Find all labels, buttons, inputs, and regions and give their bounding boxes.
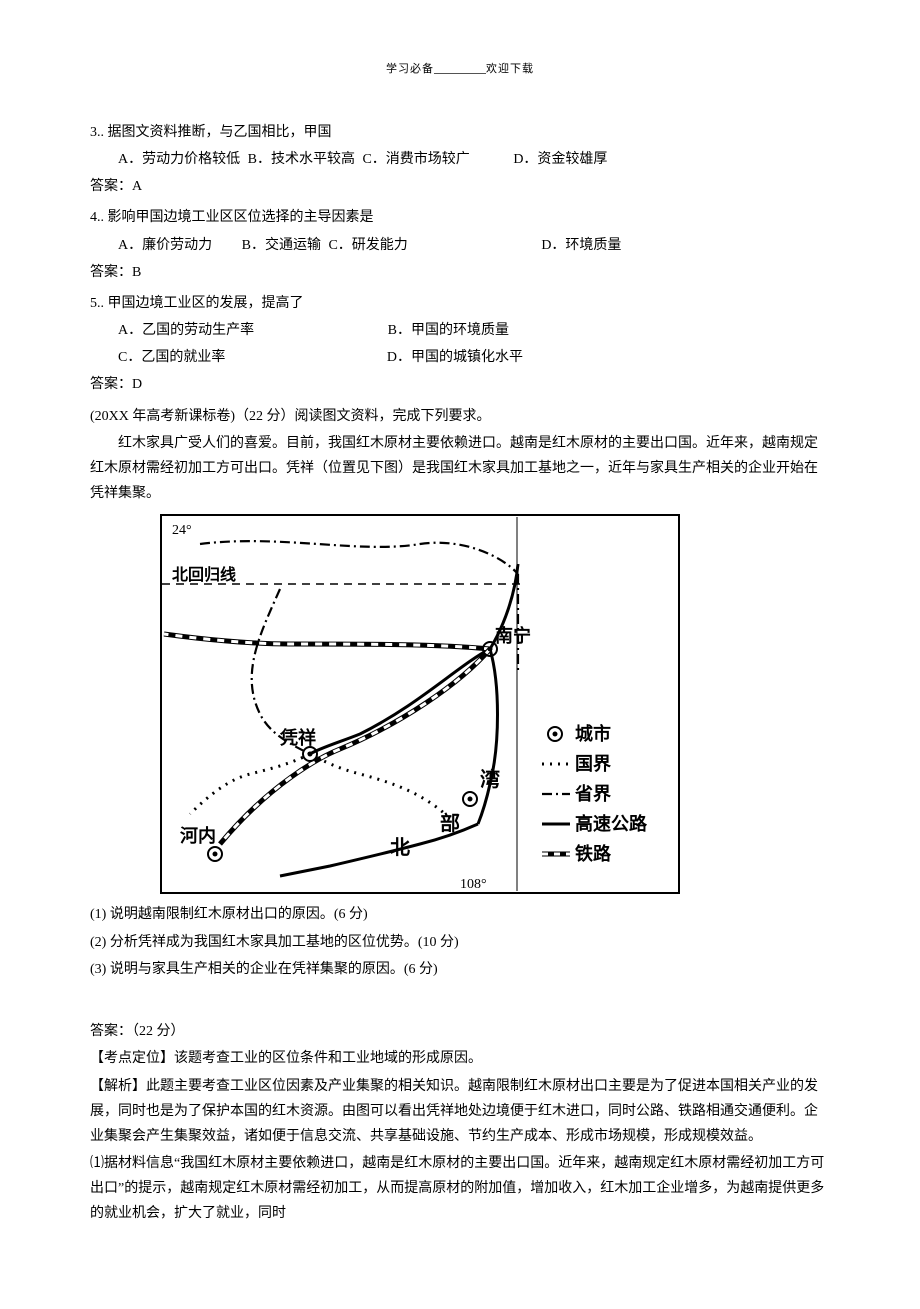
legend-border: 国界	[575, 754, 611, 774]
passage-p1: 红木家具广受人们的喜爱。目前，我国红木原材主要依赖进口。越南是红木原材的主要出口…	[90, 431, 830, 507]
lon-label: 108°	[460, 877, 487, 892]
header-underline: ________	[434, 63, 486, 75]
q3-B: B．技术水平较高	[248, 152, 355, 167]
subq-2: (2) 分析凭祥成为我国红木家具加工基地的区位优势。(10 分)	[90, 930, 830, 955]
lat-label: 24°	[172, 523, 192, 538]
legend-highway: 高速公路	[575, 813, 648, 834]
q4-C: C．研发能力	[328, 238, 407, 253]
q3-answer: 答案：A	[90, 174, 830, 199]
q3-stem: 3.. 据图文资料推断，与乙国相比，甲国	[90, 120, 830, 145]
answer-title: 答案：（22 分）	[90, 1019, 830, 1044]
subq-1: (1) 说明越南限制红木原材出口的原因。(6 分)	[90, 902, 830, 927]
subq-3: (3) 说明与家具生产相关的企业在凭祥集聚的原因。(6 分)	[90, 957, 830, 982]
q4-answer: 答案：B	[90, 260, 830, 285]
q3-D: D．资金较雄厚	[513, 152, 607, 167]
q3-options-row1: A．劳动力价格较低 B．技术水平较高 C．消费市场较广 D．资金较雄厚	[90, 147, 830, 172]
answer-a1: ⑴据材料信息“我国红木原材主要依赖进口，越南是红木原材的主要出口国。近年来，越南…	[90, 1151, 830, 1227]
q4-options-row1: A．廉价劳动力 B．交通运输 C．研发能力 D．环境质量	[90, 233, 830, 258]
tropic-label: 北回归线	[172, 565, 236, 584]
header-left: 学习必备	[386, 63, 434, 75]
q4-D: D．环境质量	[541, 238, 621, 253]
map-figure: 24° 北回归线 南宁 凭祥 河内 北 部 湾 108° 城市 国界	[160, 514, 680, 894]
legend-province: 省界	[574, 783, 611, 804]
q5-options-row2: C．乙国的就业率 D．甲国的城镇化水平	[90, 345, 830, 370]
answer-jiexi: 【解析】此题主要考查工业区位因素及产业集聚的相关知识。越南限制红木原材出口主要是…	[90, 1074, 830, 1150]
q4-B: B．交通运输	[242, 238, 321, 253]
legend-city: 城市	[575, 723, 611, 744]
answer-kaodian: 【考点定位】该题考查工业的区位条件和工业地域的形成原因。	[90, 1046, 830, 1071]
q3-C: C．消费市场较广	[362, 152, 469, 167]
q4-stem: 4.. 影响甲国边境工业区区位选择的主导因素是	[90, 205, 830, 230]
page-header: 学习必备________欢迎下载	[90, 60, 830, 80]
legend-railway: 铁路	[575, 843, 612, 864]
q3-A: A．劳动力价格较低	[118, 152, 240, 167]
map-svg: 24° 北回归线 南宁 凭祥 河内 北 部 湾 108° 城市 国界	[160, 514, 680, 894]
q5-D: D．甲国的城镇化水平	[387, 350, 523, 365]
passage-title: (20XX 年高考新课标卷)（22 分）阅读图文资料，完成下列要求。	[90, 404, 830, 429]
label-wan: 湾	[480, 767, 500, 791]
q5-C: C．乙国的就业率	[118, 350, 225, 365]
q5-stem: 5.. 甲国边境工业区的发展，提高了	[90, 291, 830, 316]
city-nanning: 南宁	[495, 625, 531, 646]
q5-answer: 答案：D	[90, 372, 830, 397]
header-right: 欢迎下载	[486, 63, 534, 75]
label-bei: 北	[390, 836, 410, 859]
city-hanoi: 河内	[180, 825, 216, 846]
city-pingxiang: 凭祥	[279, 727, 316, 748]
label-bu: 部	[440, 811, 460, 835]
q5-B: B．甲国的环境质量	[388, 323, 509, 338]
q5-options-row1: A．乙国的劳动生产率 B．甲国的环境质量	[90, 318, 830, 343]
q4-A: A．廉价劳动力	[118, 238, 212, 253]
q5-A: A．乙国的劳动生产率	[118, 323, 254, 338]
